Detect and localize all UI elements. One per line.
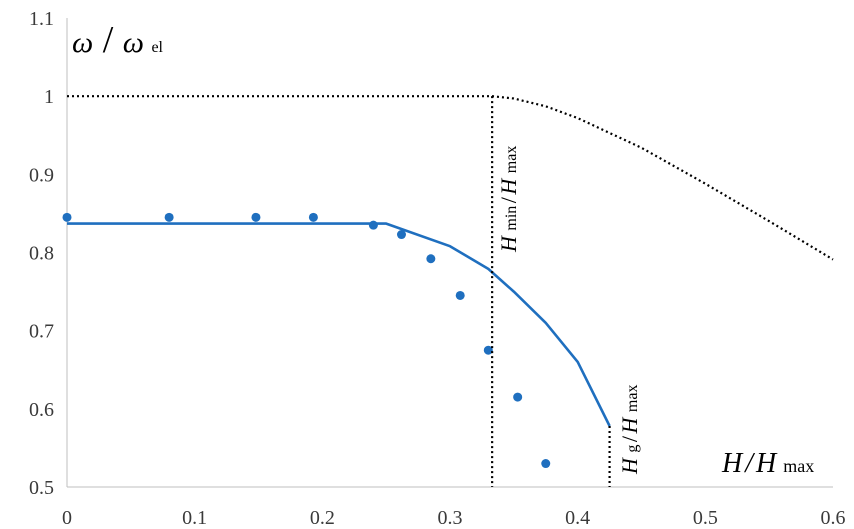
y-tick-label: 1.1 [29, 8, 54, 30]
x-tick-label: 0.1 [182, 507, 207, 529]
y-tick-label: 0.6 [29, 399, 54, 421]
x-tick-label: 0.6 [821, 507, 846, 529]
data-point [513, 392, 523, 402]
data-point [62, 212, 72, 222]
x-tick-label: 0.2 [310, 507, 335, 529]
axes [66, 18, 833, 488]
data-point [541, 459, 551, 469]
data-point [308, 212, 318, 222]
series-layer [62, 95, 834, 469]
upper-bound-curve [67, 95, 834, 261]
data-point [426, 254, 436, 264]
data-point [368, 220, 378, 230]
data-point [483, 345, 493, 355]
y-tick-label: 0.7 [29, 321, 54, 343]
x-tick-label: 0.5 [693, 507, 718, 529]
y-tick-label: 0.9 [29, 164, 54, 186]
data-point [396, 230, 406, 240]
x-tick-label: 0 [62, 507, 72, 529]
y-tick-label: 0.8 [29, 243, 54, 265]
x-tick-label: 0.3 [438, 507, 463, 529]
hmin-annotation: H min / H max [496, 146, 521, 253]
data-point [251, 212, 261, 222]
x-tick-label: 0.4 [565, 507, 590, 529]
y-tick-label: 1 [44, 86, 54, 108]
data-point [164, 212, 174, 222]
hg-annotation: H g / H max [617, 385, 642, 475]
vertical-markers [491, 96, 611, 487]
x-axis-label: H / H max [721, 448, 814, 479]
model-curve [67, 222, 611, 427]
y-axis-label: ω / ω el [72, 19, 164, 61]
y-tick-label: 0.5 [29, 477, 54, 499]
data-point [455, 290, 465, 300]
tick-labels: 0 0.1 0.2 0.3 0.4 0.5 0.6 0.5 0.6 0.7 0.8 0.9 1 1.1 [29, 8, 846, 529]
